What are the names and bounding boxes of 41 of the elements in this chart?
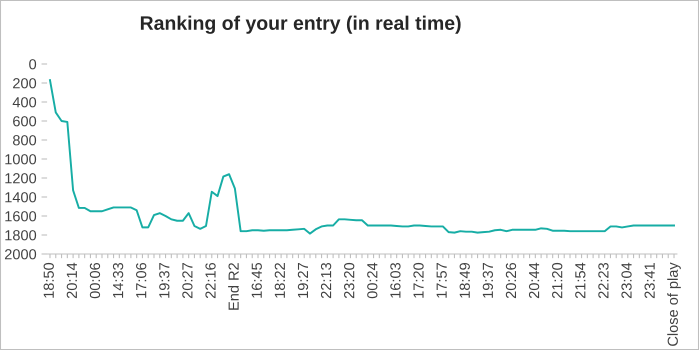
y-tick-label: 2000	[4, 249, 36, 260]
x-tick-label: 00:06	[90, 262, 100, 298]
x-tick-label: 17:57	[436, 263, 447, 298]
y-tick-label: 1600	[5, 211, 36, 222]
x-tick-label: 17:06	[136, 262, 146, 298]
x-tick-label: 16:45	[252, 262, 262, 298]
x-tick-label: 22:23	[598, 262, 609, 298]
x-tick-label: 21:54	[575, 262, 586, 298]
x-tick-label: 22:16	[205, 262, 216, 298]
x-tick-label: 20:27	[182, 263, 193, 298]
x-tick-label: 19:37	[159, 263, 170, 298]
x-tick-label: 16:03	[390, 262, 401, 298]
y-tick-label: 400	[12, 97, 36, 108]
x-tick-label: 19:37	[482, 263, 494, 298]
y-tick-label: 200	[13, 78, 36, 88]
x-tick-label: 17:20	[413, 262, 424, 298]
y-tick-label: 800	[12, 135, 36, 146]
y-tick-label: 1200	[5, 173, 36, 184]
x-tick-label: 21:20	[552, 262, 562, 298]
x-tick-label: 20:14	[66, 262, 78, 298]
x-tick-label: 23:41	[644, 263, 655, 298]
x-tick-label: 18:50	[44, 262, 54, 298]
x-tick-label: End R2	[228, 263, 239, 310]
y-tick-label: 1000	[5, 154, 36, 164]
y-tick-label: 600	[13, 116, 36, 126]
line-series	[49, 79, 675, 235]
y-tick-label: 1400	[5, 192, 36, 202]
x-tick-label: 14:33	[112, 262, 124, 298]
y-tick-label: 1800	[5, 230, 36, 240]
x-tick-label: 23:04	[621, 262, 632, 298]
chart-title: Ranking of your entry (in real time)	[140, 16, 461, 34]
x-tick-label: 20:44	[528, 262, 540, 298]
x-tick-label: 23:20	[344, 262, 354, 298]
x-tick-label: 22:13	[320, 262, 332, 298]
x-tick-label: 19:27	[298, 263, 308, 298]
y-tick-label: 0	[29, 59, 36, 70]
x-tick-label: 18:22	[274, 263, 286, 298]
x-tick-label: 20:26	[506, 262, 516, 298]
x-tick-label: 00:24	[367, 262, 378, 298]
x-tick-label: Close of play	[667, 262, 681, 346]
x-tick-label: 18:49	[460, 263, 470, 298]
